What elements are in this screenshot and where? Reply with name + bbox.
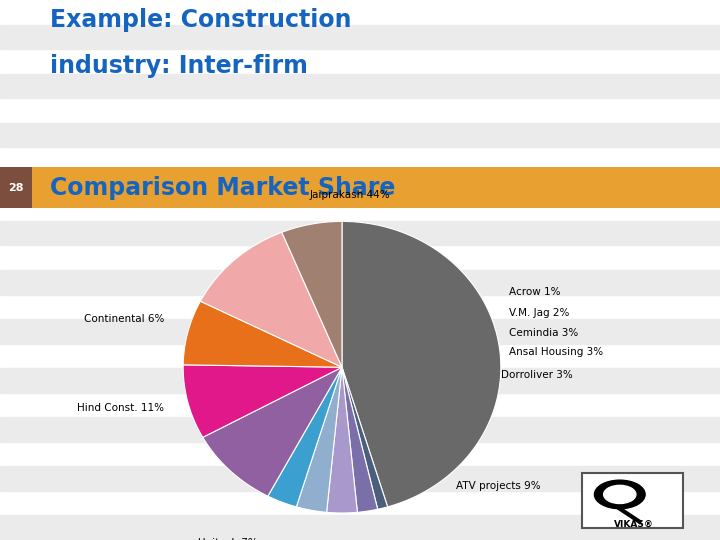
Polygon shape bbox=[342, 367, 378, 512]
Circle shape bbox=[595, 480, 645, 509]
Bar bbox=[0, 270, 720, 294]
Bar bbox=[0, 24, 720, 49]
Bar bbox=[0, 123, 720, 147]
Bar bbox=[0, 516, 720, 540]
Polygon shape bbox=[200, 232, 342, 367]
Text: industry: Inter-firm: industry: Inter-firm bbox=[50, 54, 308, 78]
Polygon shape bbox=[183, 365, 342, 437]
Bar bbox=[0, 319, 720, 343]
Bar bbox=[0, 467, 720, 491]
FancyBboxPatch shape bbox=[0, 167, 720, 208]
Text: ATV projects 9%: ATV projects 9% bbox=[456, 481, 541, 491]
Polygon shape bbox=[327, 367, 357, 513]
Text: Cemindia 3%: Cemindia 3% bbox=[509, 328, 578, 338]
Text: Acrow 1%: Acrow 1% bbox=[509, 287, 560, 296]
Polygon shape bbox=[183, 301, 342, 367]
Bar bbox=[0, 172, 720, 197]
Polygon shape bbox=[297, 367, 342, 512]
Text: Ansal Housing 3%: Ansal Housing 3% bbox=[509, 347, 603, 357]
Polygon shape bbox=[203, 367, 342, 496]
Text: Comparison Market Share: Comparison Market Share bbox=[50, 176, 396, 200]
Text: 28: 28 bbox=[9, 183, 24, 193]
Polygon shape bbox=[342, 367, 387, 509]
FancyBboxPatch shape bbox=[0, 167, 32, 208]
FancyBboxPatch shape bbox=[582, 473, 683, 528]
Circle shape bbox=[603, 485, 636, 503]
Text: Hind Const. 11%: Hind Const. 11% bbox=[77, 403, 164, 413]
Bar bbox=[0, 368, 720, 393]
Text: Jaiprakash 44%: Jaiprakash 44% bbox=[310, 190, 390, 200]
Polygon shape bbox=[342, 221, 501, 507]
Polygon shape bbox=[282, 221, 342, 367]
Bar bbox=[0, 417, 720, 442]
Text: V.M. Jag 2%: V.M. Jag 2% bbox=[509, 308, 569, 318]
Text: Dorroliver 3%: Dorroliver 3% bbox=[501, 370, 572, 380]
Text: VIKAS®: VIKAS® bbox=[613, 519, 654, 529]
Text: Continental 6%: Continental 6% bbox=[84, 314, 164, 323]
Bar bbox=[0, 73, 720, 98]
Text: Example: Construction: Example: Construction bbox=[50, 8, 352, 32]
Polygon shape bbox=[268, 367, 342, 507]
Bar bbox=[0, 221, 720, 246]
Text: Unitech 7%: Unitech 7% bbox=[198, 538, 258, 540]
